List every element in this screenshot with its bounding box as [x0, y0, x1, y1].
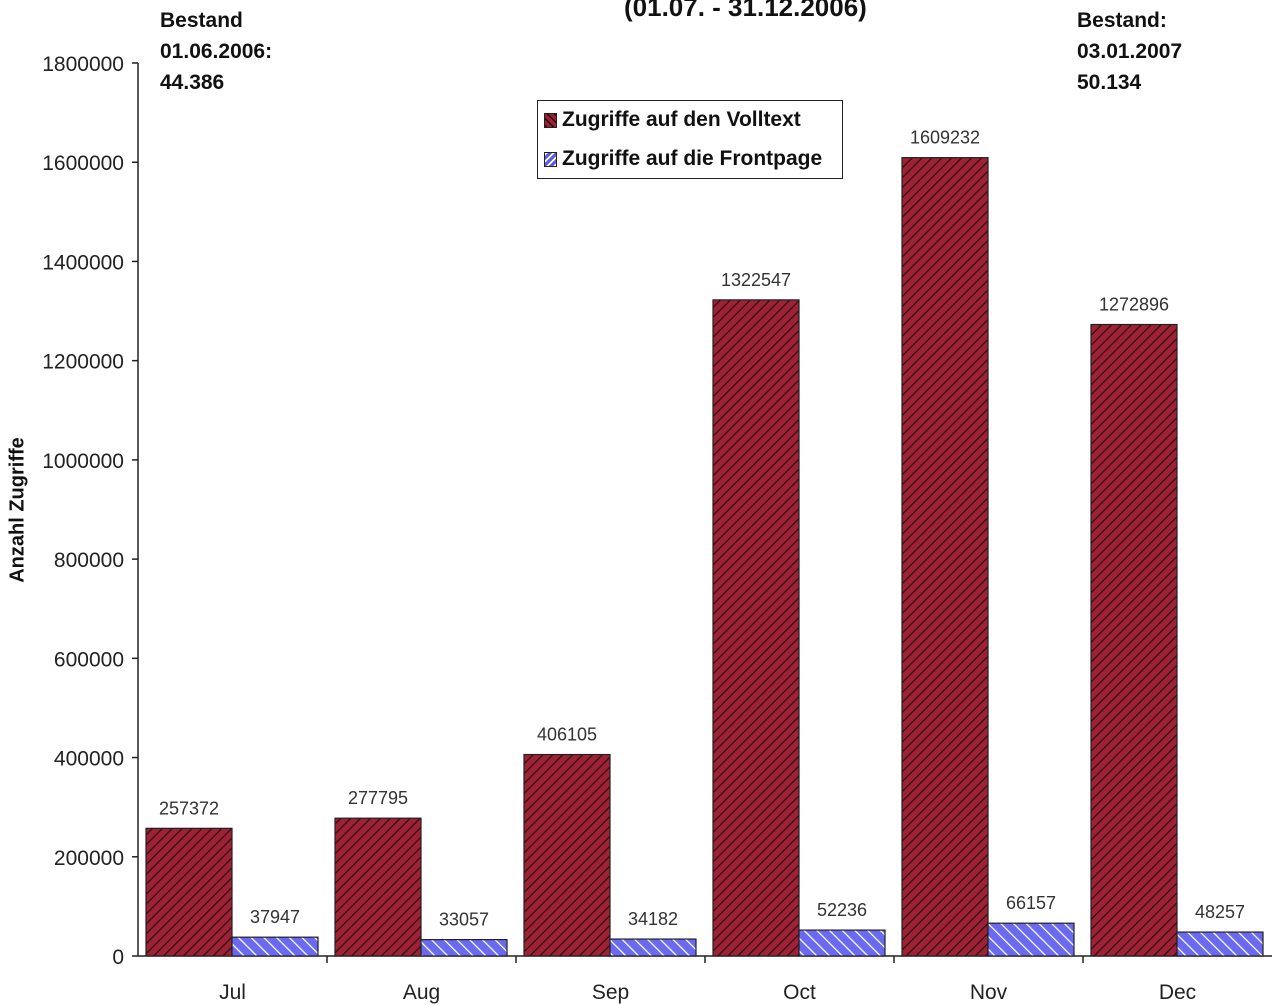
x-tick-label: Dec: [1159, 981, 1196, 1004]
legend-item-frontpage: Zugriffe auf die Frontpage: [544, 147, 822, 171]
data-label: 52236: [817, 900, 867, 920]
data-label: 1272896: [1099, 295, 1169, 315]
bar-frontpage: [798, 929, 886, 957]
y-tick-label: 1600000: [42, 152, 124, 175]
note-left-line-3: 44.386: [160, 71, 225, 94]
note-right-line-2: 03.01.2007: [1077, 40, 1183, 63]
bar-frontpage: [231, 936, 319, 957]
legend-item-volltext: Zugriffe auf den Volltext: [544, 108, 801, 132]
data-label: 257372: [159, 798, 219, 818]
bar-frontpage: [609, 938, 697, 957]
y-tick-label: 200000: [54, 847, 124, 870]
bar-volltext: [334, 817, 422, 957]
x-tick-label: Jul: [219, 981, 246, 1004]
x-tick-label: Sep: [592, 981, 629, 1004]
y-tick-label: 400000: [54, 748, 124, 771]
note-right-line-1: Bestand:: [1077, 9, 1167, 32]
y-tick-label: 0: [112, 946, 124, 969]
bar-volltext: [712, 299, 800, 957]
y-axis-label: Anzahl Zugriffe: [6, 437, 29, 583]
y-tick-label: 1000000: [42, 450, 124, 473]
note-bestand-start: Bestand 01.06.2006: 44.386: [160, 5, 272, 98]
y-tick-label: 1200000: [42, 351, 124, 374]
data-label: 48257: [1195, 902, 1245, 922]
data-label: 33057: [439, 910, 489, 930]
note-left-line-1: Bestand: [160, 9, 243, 32]
x-tick-label: Nov: [970, 981, 1008, 1004]
data-label: 1609232: [910, 128, 980, 148]
legend-label-frontpage: Zugriffe auf die Frontpage: [562, 147, 823, 170]
y-tick-label: 1800000: [42, 53, 124, 76]
y-tick-label: 800000: [54, 549, 124, 572]
bar-frontpage: [987, 922, 1075, 957]
bar-volltext: [901, 157, 989, 957]
data-label: 34182: [628, 909, 678, 929]
note-bestand-end: Bestand: 03.01.2007 50.134: [1077, 5, 1182, 98]
legend: Zugriffe auf den Volltext Zugriffe auf d…: [537, 100, 843, 179]
y-tick-label: 1400000: [42, 251, 124, 274]
bar-volltext: [1090, 323, 1178, 957]
note-left-line-2: 01.06.2006:: [160, 40, 273, 63]
plot-area: 0 200000 400000 600000 800000 1000000 1200000 1…: [42, 53, 1272, 1004]
note-right-line-3: 50.134: [1077, 71, 1142, 94]
legend-label-volltext: Zugriffe auf den Volltext: [562, 108, 801, 131]
data-label: 1322547: [721, 270, 791, 290]
bar-frontpage: [420, 939, 508, 957]
bar-volltext: [145, 827, 233, 957]
chart-title-fragment: (01.07. - 31.12.2006): [624, 0, 867, 22]
y-tick-label: 600000: [54, 648, 124, 671]
bar-frontpage: [1176, 931, 1264, 957]
data-label: 66157: [1006, 893, 1056, 913]
x-tick-label: Aug: [403, 981, 440, 1004]
legend-swatch-volltext: [544, 112, 557, 128]
bar-volltext: [523, 753, 611, 957]
legend-swatch-frontpage: [544, 151, 557, 167]
data-label: 406105: [537, 725, 597, 745]
x-tick-label: Oct: [783, 981, 816, 1004]
data-label: 37947: [250, 907, 300, 927]
data-label: 277795: [348, 788, 408, 808]
